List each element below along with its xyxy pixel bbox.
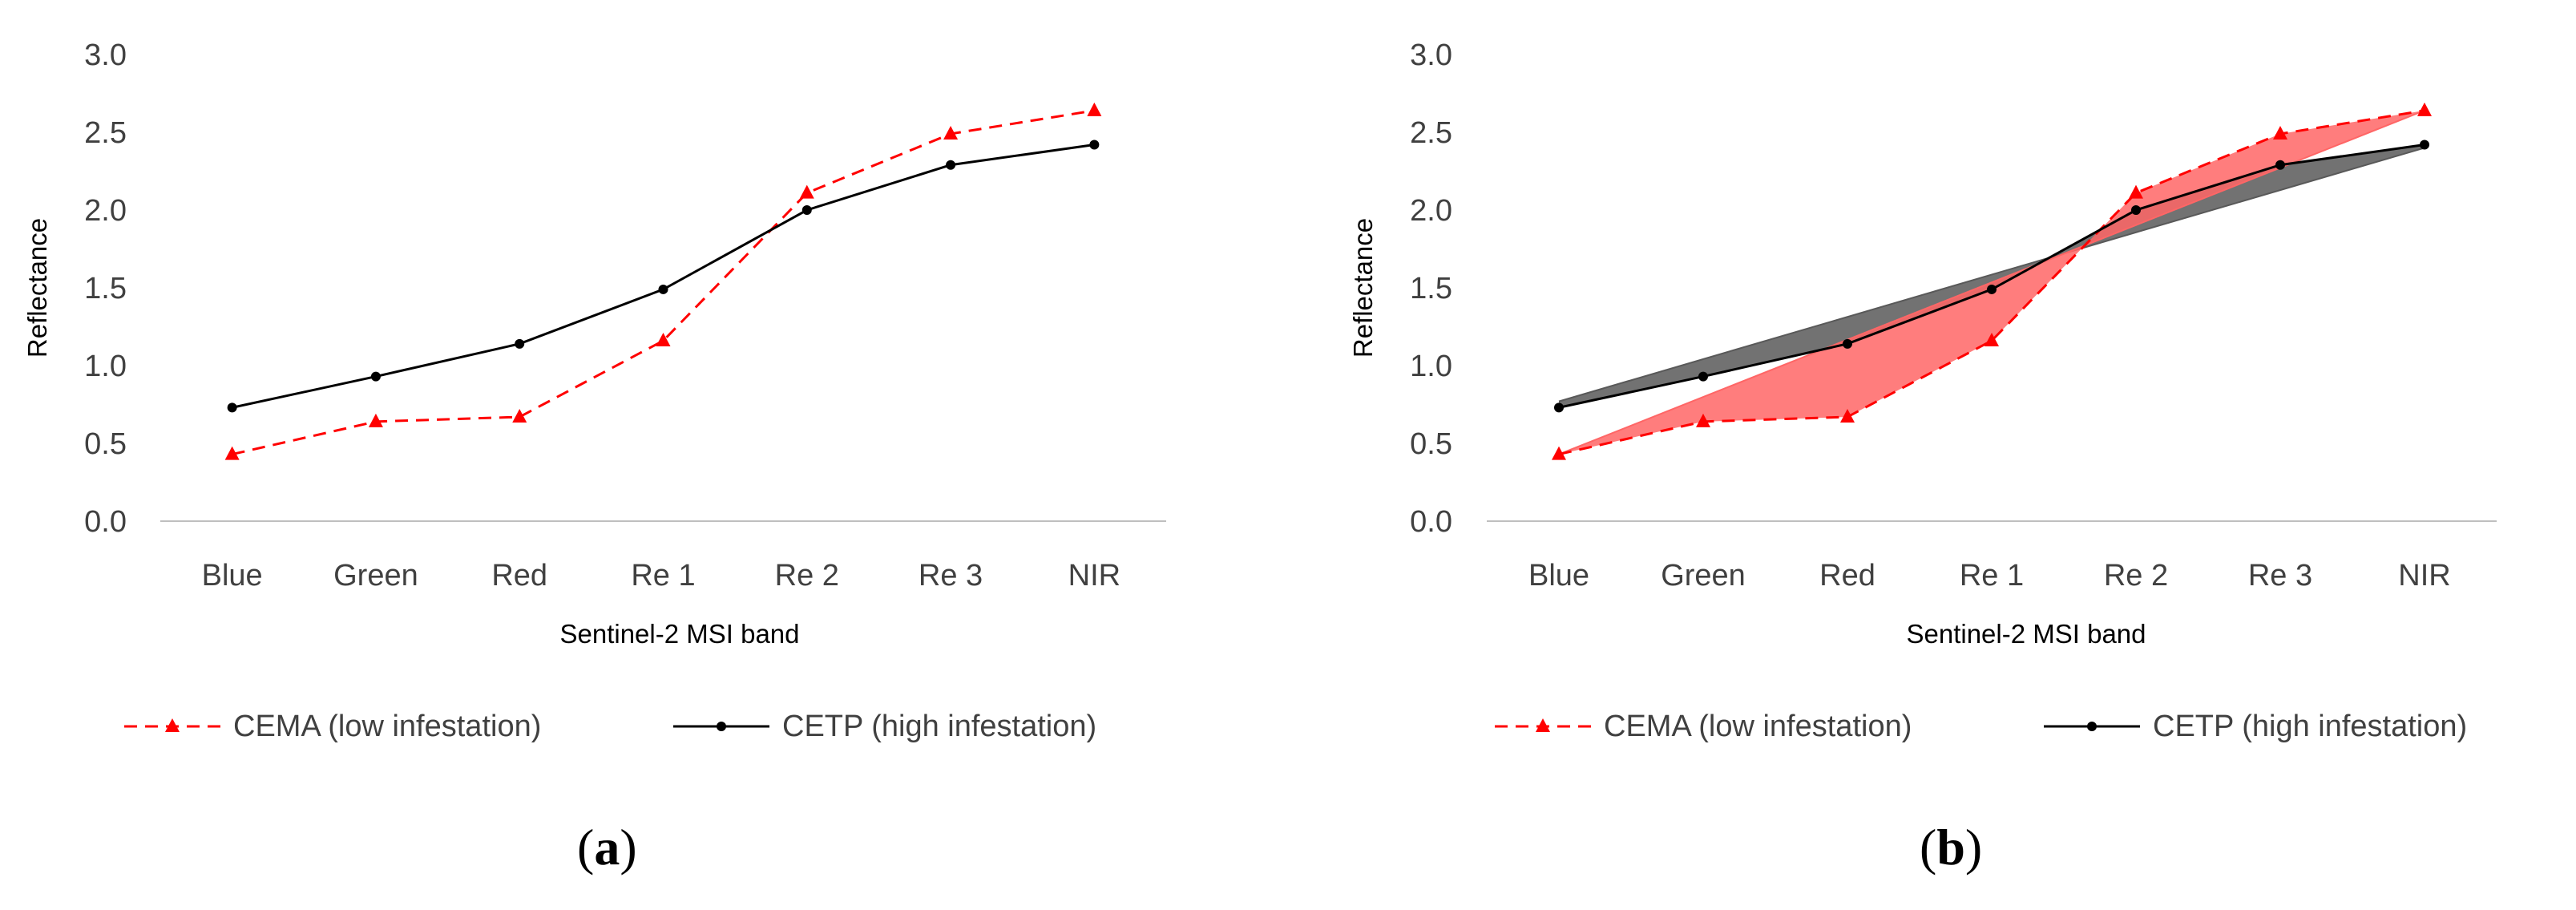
panel-label-part: ) bbox=[1965, 819, 1982, 876]
cema-data-point bbox=[799, 184, 814, 199]
panel-label-part: b bbox=[1936, 819, 1965, 876]
cema-legend-label: CEMA (low infestation) bbox=[1604, 710, 1912, 743]
cetp-data-point bbox=[1089, 140, 1100, 150]
cema-data-point bbox=[2273, 125, 2287, 140]
cetp-legend-marker bbox=[2087, 722, 2097, 731]
cema-data-point bbox=[512, 409, 527, 423]
x-tick-label: Re 3 bbox=[2248, 559, 2312, 593]
x-tick-label: NIR bbox=[1068, 559, 1120, 593]
y-axis-title: Reflectance bbox=[1348, 218, 1378, 358]
cema-legend-marker bbox=[1536, 718, 1550, 732]
x-tick-label: NIR bbox=[2398, 559, 2450, 593]
y-tick-label: 2.5 bbox=[84, 116, 127, 150]
cema-legend-label: CEMA (low infestation) bbox=[233, 710, 541, 743]
panel-label: (a) bbox=[577, 819, 637, 876]
cema-data-point bbox=[1552, 446, 1566, 460]
x-tick-label: Blue bbox=[1528, 559, 1589, 593]
cema-data-point bbox=[2417, 102, 2432, 116]
cema-data-point bbox=[943, 125, 959, 140]
cetp-legend-marker bbox=[717, 722, 726, 731]
cema-data-point bbox=[656, 332, 671, 346]
cetp-data-point bbox=[515, 338, 525, 349]
panel-label-part: ( bbox=[577, 819, 594, 876]
cetp-data-point bbox=[2131, 205, 2141, 215]
x-tick-label: Re 2 bbox=[775, 559, 839, 593]
x-tick-label: Blue bbox=[202, 559, 263, 593]
cema-data-point bbox=[1984, 332, 1999, 346]
y-tick-label: 3.0 bbox=[1410, 38, 1452, 72]
shaded-area-baseline bbox=[1558, 147, 2425, 402]
panel-label-part: ( bbox=[1920, 819, 1936, 876]
cema-data-point bbox=[1087, 102, 1102, 116]
panel-label: (b) bbox=[1920, 819, 1982, 876]
y-tick-label: 0.5 bbox=[84, 427, 127, 461]
y-tick-label: 0.0 bbox=[1410, 505, 1452, 539]
x-tick-label: Green bbox=[333, 559, 418, 593]
cetp-data-point bbox=[227, 402, 237, 413]
x-tick-label: Re 1 bbox=[1960, 559, 2024, 593]
y-tick-label: 0.0 bbox=[84, 505, 127, 539]
cema-legend-marker bbox=[165, 718, 180, 732]
x-tick-label: Green bbox=[1661, 559, 1746, 593]
panel-label-part: a bbox=[594, 819, 620, 876]
cema-data-point bbox=[1840, 409, 1855, 423]
y-tick-label: 0.5 bbox=[1410, 427, 1452, 461]
cema-data-point bbox=[224, 446, 240, 460]
cetp-shaded-area bbox=[1559, 144, 2425, 408]
cetp-data-point bbox=[658, 284, 668, 294]
x-axis-title: Sentinel-2 MSI band bbox=[1906, 619, 2146, 649]
cema-data-point bbox=[1696, 413, 1710, 427]
y-tick-label: 2.0 bbox=[1410, 194, 1452, 228]
y-tick-label: 1.5 bbox=[84, 272, 127, 305]
y-tick-label: 1.5 bbox=[1410, 272, 1452, 305]
cetp-data-point bbox=[1698, 371, 1708, 382]
x-tick-label: Re 3 bbox=[919, 559, 983, 593]
panel-a: 0.0 0.5 1.0 1.5 2.0 2.5 3.0 Reflectance Blue Gree… bbox=[22, 38, 1166, 876]
panel-label-part: ) bbox=[620, 819, 636, 876]
panel-b: 0.0 0.5 1.0 1.5 2.0 2.5 3.0 Reflectance Blue Gree… bbox=[1348, 38, 2497, 876]
cetp-legend-label: CETP (high infestation) bbox=[2153, 710, 2467, 743]
cetp-legend-label: CETP (high infestation) bbox=[782, 710, 1096, 743]
x-tick-label: Re 2 bbox=[2104, 559, 2168, 593]
cetp-data-point bbox=[1554, 402, 1564, 413]
y-tick-label: 1.0 bbox=[84, 350, 127, 383]
cetp-data-point bbox=[2420, 140, 2429, 150]
x-tick-label: Red bbox=[491, 559, 547, 593]
y-tick-label: 1.0 bbox=[1410, 350, 1452, 383]
cetp-data-point bbox=[1843, 338, 1852, 349]
cema-data-point bbox=[368, 413, 383, 427]
x-axis-title: Sentinel-2 MSI band bbox=[559, 619, 799, 649]
cema-data-point bbox=[2129, 184, 2143, 199]
cetp-data-point bbox=[370, 371, 381, 382]
y-tick-label: 2.5 bbox=[1410, 116, 1452, 150]
cetp-data-point bbox=[801, 205, 812, 215]
cetp-data-point bbox=[946, 160, 956, 170]
cetp-data-point bbox=[2275, 160, 2285, 170]
y-axis-title: Reflectance bbox=[22, 218, 52, 358]
y-tick-label: 3.0 bbox=[84, 38, 127, 72]
y-tick-label: 2.0 bbox=[84, 194, 127, 228]
cetp-series-line bbox=[232, 144, 1095, 409]
cetp-data-point bbox=[1987, 284, 1997, 294]
x-tick-label: Red bbox=[1819, 559, 1875, 593]
x-tick-label: Re 1 bbox=[631, 559, 695, 593]
